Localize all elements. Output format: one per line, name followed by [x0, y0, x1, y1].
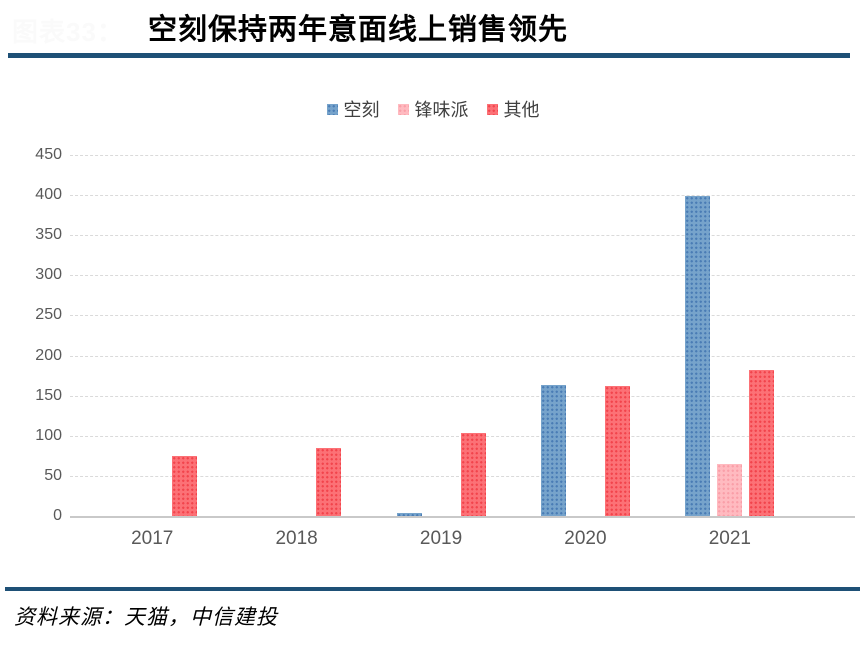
category-group-2018: 2018	[224, 155, 368, 549]
bar-kongke-2021	[685, 195, 711, 516]
chart-title: 空刻保持两年意面线上销售领先	[148, 14, 569, 46]
bar-qita-2020	[604, 386, 630, 516]
x-tick-label-2019: 2019	[419, 528, 463, 549]
category-group-2021: 2021	[658, 155, 802, 549]
bar-kongke-2020	[540, 385, 566, 516]
legend-swatch-qita	[486, 103, 498, 115]
title-underline	[8, 53, 850, 58]
gridline-200	[70, 355, 855, 357]
y-tick-label-150: 150	[35, 386, 62, 404]
legend-swatch-kongke	[326, 103, 338, 115]
x-tick-label-2018: 2018	[275, 528, 318, 549]
bar-qita-2018	[316, 447, 342, 516]
bar-kongke-2019	[396, 512, 422, 516]
y-tick-label-300: 300	[35, 266, 62, 284]
x-tick-label-2021: 2021	[708, 528, 751, 549]
y-tick-label-250: 250	[35, 306, 62, 324]
y-tick-label-450: 450	[35, 146, 62, 163]
footer-rule	[5, 587, 860, 591]
y-tick-label-0: 0	[53, 507, 62, 524]
chart-legend: 空刻 锋味派 其他	[0, 96, 866, 122]
bar-groups: 2017 2018 2019 2020 2021	[80, 155, 802, 549]
legend-item-fengweipai: 锋味派	[397, 96, 469, 122]
x-tick-label-2017: 2017	[131, 528, 174, 549]
gridline-450	[70, 155, 855, 156]
bar-fengweipai-2021	[717, 463, 743, 516]
category-group-2020: 2020	[513, 155, 657, 549]
bar-qita-2019	[460, 433, 486, 516]
legend-label-qita: 其他	[503, 100, 540, 120]
legend-label-kongke: 空刻	[343, 100, 380, 120]
legend-label-fengweipai: 锋味派	[414, 100, 469, 120]
gridline-250	[70, 315, 855, 317]
y-tick-label-400: 400	[35, 186, 62, 204]
y-tick-label-100: 100	[35, 426, 62, 444]
bar-qita-2017	[171, 455, 197, 516]
gridline-300	[70, 275, 855, 277]
gridline-350	[70, 235, 855, 237]
source-note: 资料来源：天猫，中信建投	[14, 605, 278, 629]
x-tick-label-2020: 2020	[564, 528, 607, 549]
y-tick-label-200: 200	[35, 346, 62, 364]
bar-qita-2021	[749, 370, 775, 516]
figure-number-ghost: 图表33：	[12, 17, 124, 47]
legend-swatch-fengweipai	[397, 103, 409, 115]
legend-item-kongke: 空刻	[326, 96, 380, 122]
y-tick-label-50: 50	[44, 466, 62, 484]
y-tick-label-350: 350	[35, 226, 62, 244]
gridline-150	[70, 395, 855, 397]
legend-item-qita: 其他	[486, 96, 540, 122]
gridline-400	[70, 195, 855, 197]
category-group-2019: 2019	[369, 155, 513, 549]
category-group-2017: 2017	[80, 155, 224, 549]
